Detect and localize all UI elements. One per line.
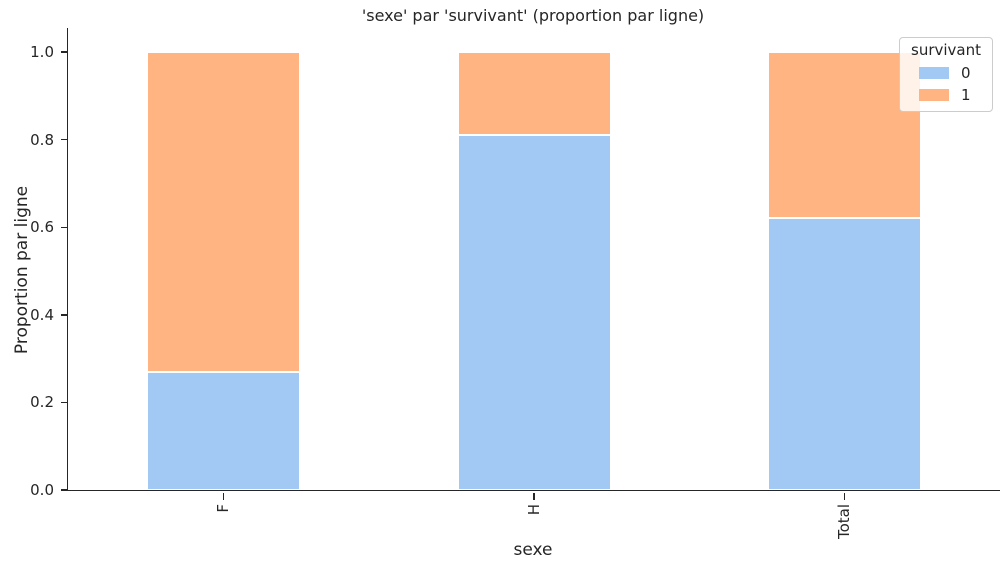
chart-title: 'sexe' par 'survivant' (proportion par l… <box>361 6 705 25</box>
y-tick-mark <box>60 314 67 316</box>
x-tick-label-H: H <box>524 504 543 516</box>
legend-label: 0 <box>961 64 971 82</box>
x-tick-mark <box>533 493 535 500</box>
x-tick-mark <box>843 493 846 500</box>
plot-area: 0.0 0.2 0.4 0.6 0.8 1.0 F H Total <box>30 28 1000 539</box>
legend-swatch-series-0 <box>919 67 949 79</box>
y-tick-mark <box>60 226 67 228</box>
legend: survivant 0 1 <box>899 37 993 112</box>
x-axis-label: sexe <box>513 540 553 560</box>
y-tick-label: 1.0 <box>30 43 54 61</box>
y-tick-mark <box>60 51 67 53</box>
bar-segment-H-survivant-1 <box>457 52 611 136</box>
y-tick-label: 0.4 <box>30 305 54 324</box>
legend-entry: 1 <box>906 84 986 106</box>
x-tick-label-Total: Total <box>835 504 854 540</box>
y-tick-label: 0.0 <box>30 481 54 499</box>
y-tick-label: 0.2 <box>30 393 54 412</box>
bar-segment-F-survivant-0 <box>146 371 300 490</box>
y-tick-label: 0.6 <box>30 218 54 237</box>
legend-title: survivant <box>911 41 981 59</box>
y-axis-label: Proportion par ligne <box>12 185 32 355</box>
x-tick-label-F: F <box>213 504 232 513</box>
y-tick-mark <box>60 138 67 141</box>
y-tick-mark <box>60 489 67 491</box>
x-tick-mark <box>222 493 225 500</box>
y-tick-label: 0.8 <box>30 130 54 149</box>
legend-entry: 0 <box>906 62 986 84</box>
bar-segment-Total-survivant-0 <box>768 218 922 490</box>
legend-swatch-series-1 <box>919 89 949 101</box>
y-tick-mark <box>60 401 67 404</box>
bar-segment-H-survivant-0 <box>457 135 611 490</box>
legend-label: 1 <box>961 86 971 104</box>
bar-segment-Total-survivant-1 <box>768 52 922 219</box>
bar-segment-F-survivant-1 <box>146 52 300 372</box>
